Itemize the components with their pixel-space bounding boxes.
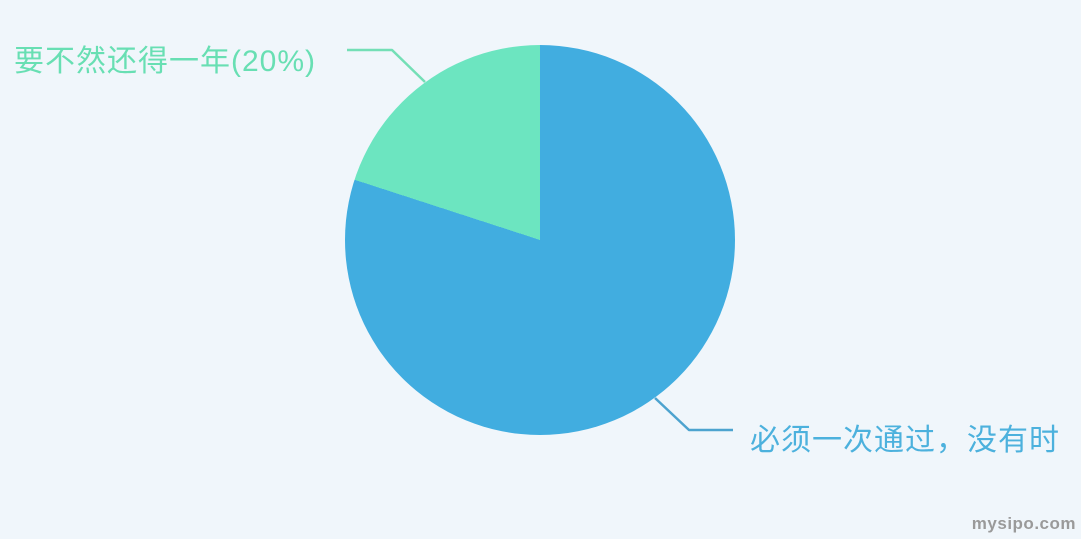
pie[interactable] [345, 45, 735, 435]
label-blue-slice: 必须一次通过，没有时 [750, 424, 1060, 457]
label-line-green-slice [347, 48, 426, 83]
watermark: mysipo.com [971, 514, 1076, 533]
label-green-slice: 要不然还得一年(20%) [14, 45, 317, 78]
label-line-blue-slice [654, 397, 733, 432]
